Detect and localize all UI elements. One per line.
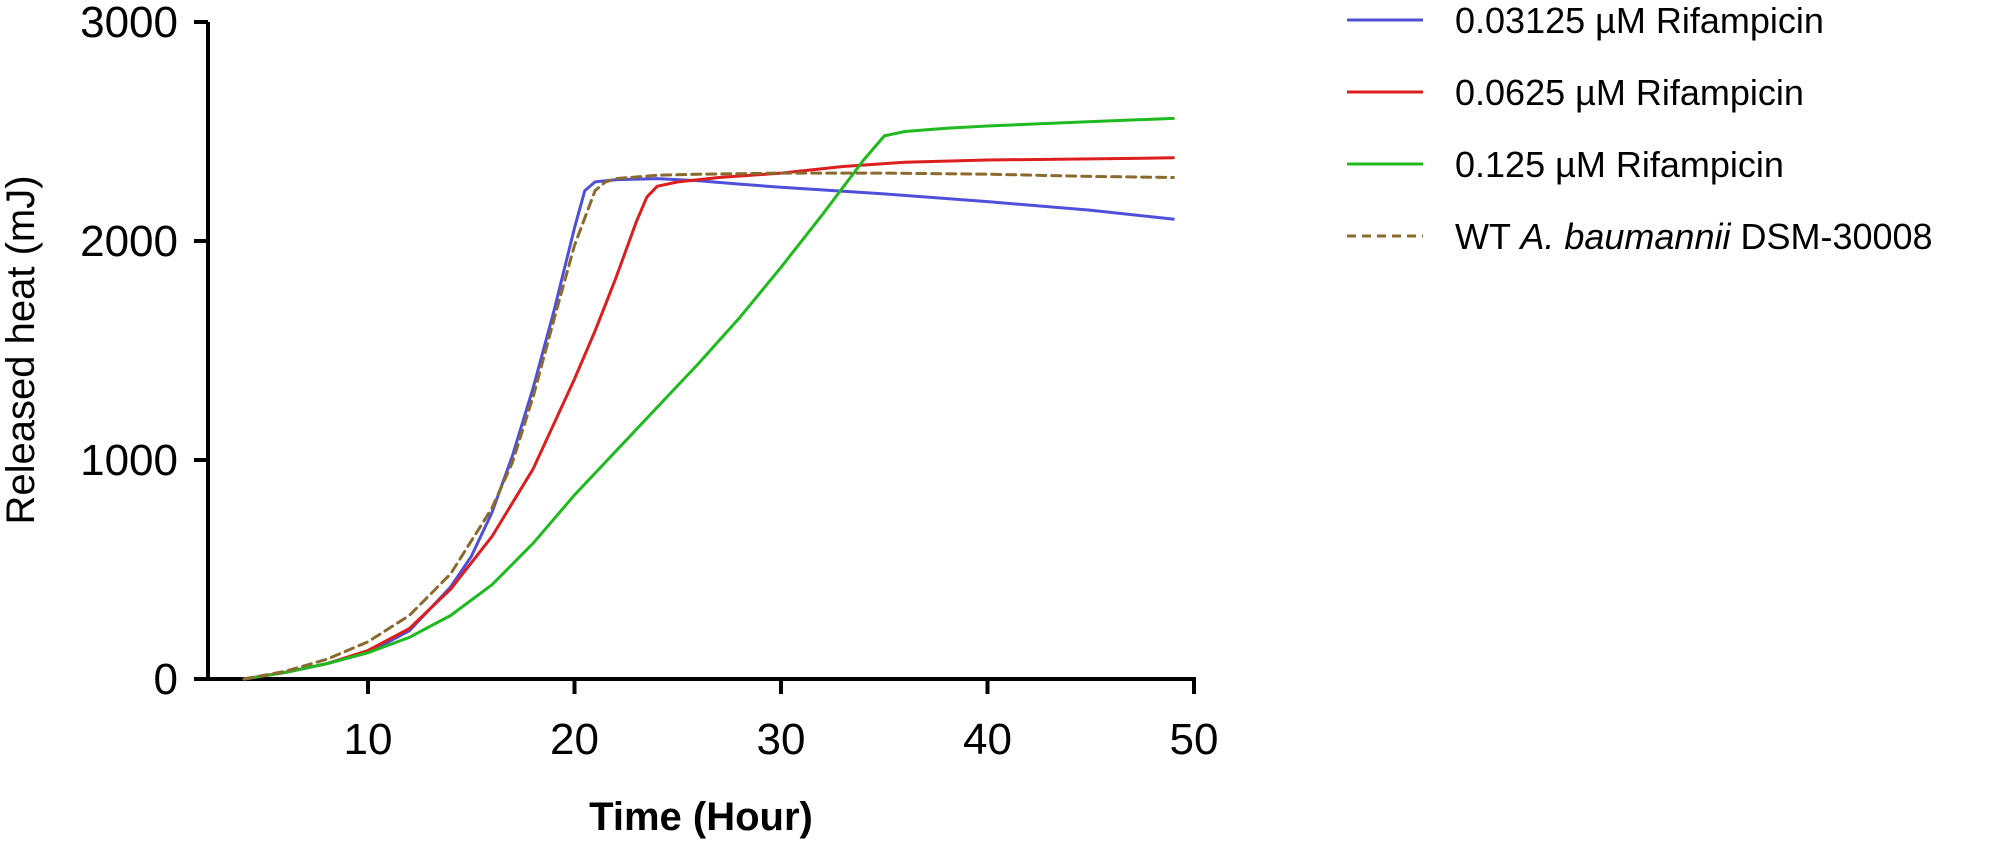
x-ticks: 10 20 30 40 50 [344, 679, 1219, 764]
legend-label-part: WT [1455, 216, 1520, 257]
legend-label-4: WT A. baumannii DSM-30008 [1455, 216, 1933, 257]
legend-label-part: 0.0625 µM Rifampicin [1455, 72, 1804, 113]
series-line-3 [242, 116, 1175, 681]
x-tick-label: 20 [550, 715, 599, 764]
x-tick-label: 40 [963, 715, 1012, 764]
series-layer [242, 116, 1175, 681]
y-tick-label: 0 [154, 655, 178, 704]
legend-label-part: DSM-30008 [1730, 216, 1932, 257]
series-line-4 [242, 171, 1175, 681]
series-line-1 [242, 177, 1175, 681]
x-tick-label: 10 [344, 715, 393, 764]
legend-label-part: 0.125 µM Rifampicin [1455, 144, 1784, 185]
x-axis-title: Time (Hour) [589, 795, 813, 839]
y-ticks: 0 1000 2000 3000 [80, 0, 208, 704]
plot-area: 0 1000 2000 3000 10 20 30 40 50 [80, 0, 1218, 764]
legend-label-3: 0.125 µM Rifampicin [1455, 144, 1784, 185]
x-tick-label: 30 [757, 715, 806, 764]
series-line-2 [242, 156, 1175, 681]
x-tick-label: 50 [1170, 715, 1219, 764]
legend-label-part: 0.03125 µM Rifampicin [1455, 0, 1824, 41]
y-tick-label: 3000 [80, 0, 178, 47]
y-tick-label: 2000 [80, 217, 178, 266]
legend-label-2: 0.0625 µM Rifampicin [1455, 72, 1804, 113]
y-tick-label: 1000 [80, 436, 178, 485]
legend-label-part: A. baumannii [1518, 216, 1731, 257]
y-axis-title: Released heat (mJ) [0, 175, 43, 524]
legend-label-1: 0.03125 µM Rifampicin [1455, 0, 1824, 41]
legend: 0.03125 µM Rifampicin 0.0625 µM Rifampici… [1347, 0, 1933, 257]
